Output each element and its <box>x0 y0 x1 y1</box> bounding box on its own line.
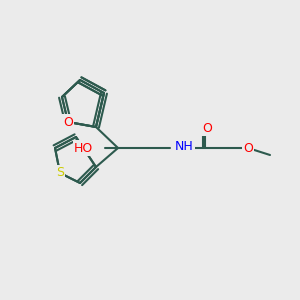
Text: O: O <box>202 122 212 134</box>
Text: O: O <box>243 142 253 154</box>
Text: HO: HO <box>74 142 93 154</box>
Text: NH: NH <box>175 140 194 152</box>
Text: S: S <box>56 167 64 179</box>
Text: O: O <box>63 116 73 128</box>
